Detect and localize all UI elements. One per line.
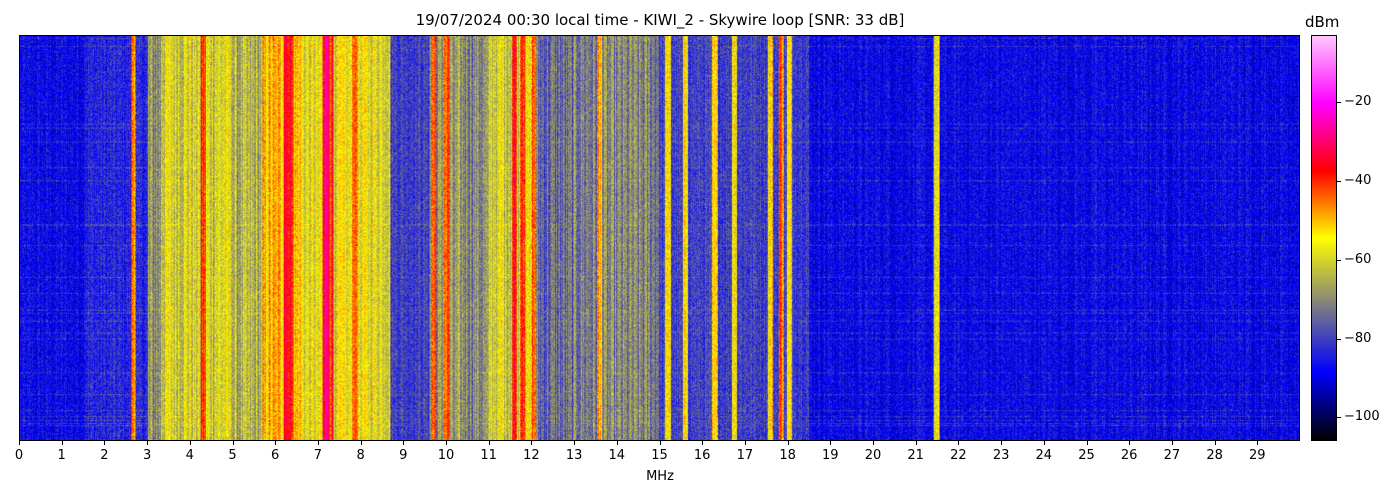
x-tick-label: 26: [1120, 448, 1138, 463]
x-tick-label: 28: [1206, 448, 1223, 463]
x-tick-mark: [873, 441, 874, 445]
x-tick-label: 25: [1078, 448, 1095, 463]
x-tick-label: 17: [736, 448, 754, 463]
colorbar-tick-label: −20: [1344, 94, 1372, 109]
x-tick-label: 23: [992, 448, 1010, 463]
x-tick-label: 27: [1163, 448, 1181, 463]
x-tick-mark: [1129, 441, 1131, 445]
x-tick-mark: [1171, 441, 1173, 445]
x-tick-label: 21: [907, 448, 924, 463]
x-axis-label: MHz: [646, 469, 674, 484]
x-tick-mark: [1001, 441, 1003, 445]
x-tick-label: 15: [651, 448, 668, 463]
x-tick-mark: [189, 441, 191, 445]
colorbar-unit-label: dBm: [1305, 13, 1340, 31]
x-tick-label: 8: [356, 448, 365, 463]
x-tick-mark: [1086, 441, 1088, 445]
x-tick-mark: [446, 441, 447, 445]
x-tick-label: 11: [480, 448, 497, 463]
x-tick-mark: [616, 441, 618, 445]
x-tick-label: 5: [228, 448, 237, 463]
colorbar-axis: −20 −40 −60 −80 −100: [1337, 35, 1397, 441]
x-tick-label: 6: [271, 448, 280, 463]
x-tick-mark: [702, 441, 704, 445]
x-tick-mark: [1214, 441, 1216, 445]
x-tick-label: 24: [1035, 448, 1053, 463]
x-axis: 0 1 2 3 4 5 6 7 8 9 10 11 12 13 14 15 16 17 18 19 20 21 22 23 24…: [0, 441, 1310, 471]
x-tick-mark: [531, 441, 533, 445]
x-tick-label: 3: [142, 448, 152, 463]
x-tick-label: 18: [779, 448, 796, 463]
x-tick-mark: [61, 441, 63, 445]
colorbar-tick-label: −80: [1344, 330, 1372, 346]
x-tick-mark: [317, 441, 319, 445]
x-tick-mark: [104, 441, 106, 445]
x-tick-mark: [403, 441, 405, 445]
x-tick-mark: [232, 441, 234, 445]
x-tick-label: 14: [608, 448, 626, 463]
x-tick-mark: [147, 441, 149, 445]
x-tick-label: 4: [185, 448, 194, 463]
x-tick-label: 20: [864, 448, 882, 463]
colorbar-tick-mark: [1337, 180, 1341, 182]
colorbar-tick-mark: [1337, 259, 1341, 261]
colorbar: [1311, 35, 1337, 441]
x-tick-mark: [1257, 441, 1259, 445]
x-tick-mark: [744, 441, 746, 445]
x-tick-mark: [958, 441, 960, 445]
chart-title: 19/07/2024 00:30 local time - KIWI_2 - S…: [415, 11, 905, 29]
x-tick-label: 0: [14, 448, 24, 463]
x-tick-label: 2: [100, 448, 109, 463]
x-tick-label: 22: [950, 448, 967, 463]
colorbar-tick-mark: [1337, 338, 1341, 340]
colorbar-tick-mark: [1337, 102, 1341, 103]
waterfall-plot: [19, 35, 1300, 441]
x-tick-mark: [915, 441, 917, 445]
x-tick-mark: [659, 441, 661, 445]
x-tick-mark: [275, 441, 277, 445]
x-tick-mark: [574, 441, 576, 445]
x-tick-label: 9: [399, 448, 408, 463]
x-tick-mark: [488, 441, 490, 445]
x-tick-mark: [19, 441, 20, 445]
x-tick-label: 13: [565, 448, 583, 463]
colorbar-tick-label: −40: [1344, 172, 1372, 188]
x-tick-label: 1: [57, 448, 66, 463]
x-tick-label: 16: [693, 448, 711, 463]
x-tick-mark: [830, 441, 832, 445]
x-tick-label: 7: [313, 448, 323, 463]
x-tick-label: 10: [437, 448, 455, 463]
x-tick-mark: [787, 441, 789, 445]
x-tick-label: 19: [822, 448, 839, 463]
colorbar-tick-label: −60: [1344, 251, 1372, 267]
colorbar-tick-mark: [1337, 417, 1341, 419]
x-tick-label: 12: [523, 448, 540, 463]
waterfall-heatmap: [20, 36, 1299, 440]
x-tick-mark: [1043, 441, 1045, 445]
colorbar-tick-label: −100: [1344, 409, 1380, 425]
x-tick-mark: [360, 441, 362, 445]
x-tick-label: 29: [1249, 448, 1266, 463]
